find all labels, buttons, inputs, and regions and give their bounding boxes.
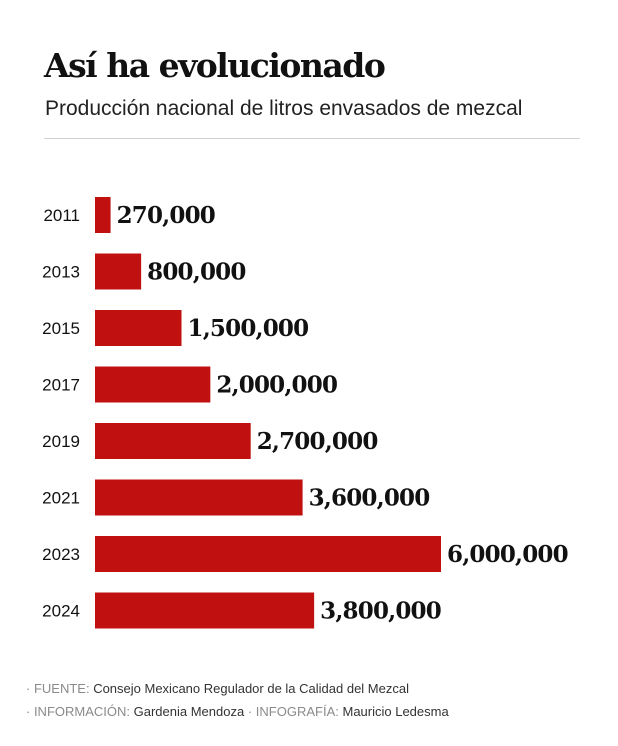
chart-subtitle: Producción nacional de litros envasados …	[45, 97, 523, 120]
value-label-2011: 270,000	[117, 202, 215, 229]
bar-2023	[95, 536, 441, 572]
bar-2021	[95, 479, 303, 516]
source-value: Consejo Mexicano Regulador de la Calidad…	[93, 681, 409, 696]
bar-2017	[95, 366, 211, 403]
chart-title: Así ha evolucionado	[44, 46, 386, 85]
bar-2024	[95, 592, 315, 629]
footer-source: · FUENTE: Consejo Mexicano Regulador de …	[26, 680, 409, 698]
bar-2013	[95, 253, 142, 290]
info-key: · INFORMACIÓN:	[26, 704, 130, 719]
bar-chart: 2011 270,000 2013 800,000 2015 1,500,000 2017 2…	[42, 197, 569, 629]
value-label-2013: 800,000	[147, 259, 245, 286]
category-label-2015: 2015	[42, 319, 80, 338]
value-label-2019: 2,700,000	[257, 428, 378, 455]
category-label-2024: 2024	[42, 602, 80, 621]
value-label-2017: 2,000,000	[216, 372, 337, 399]
category-label-2021: 2021	[42, 489, 80, 508]
source-key: · FUENTE:	[26, 681, 90, 696]
value-label-2023: 6,000,000	[447, 541, 568, 568]
graphics-key: INFOGRAFÍA:	[255, 704, 339, 719]
bar-2015	[95, 310, 182, 346]
info-value: Gardenia Mendoza	[133, 704, 245, 719]
credit-separator: ·	[247, 704, 253, 719]
value-label-2015: 1,500,000	[188, 315, 309, 342]
category-label-2017: 2017	[42, 376, 80, 395]
category-label-2019: 2019	[42, 432, 80, 451]
bar-2011	[95, 197, 111, 233]
category-label-2011: 2011	[43, 206, 80, 225]
category-label-2013: 2013	[42, 263, 80, 282]
title-divider	[44, 138, 580, 139]
value-label-2021: 3,600,000	[309, 485, 430, 512]
bar-2019	[95, 423, 251, 459]
footer-credits: · INFORMACIÓN: Gardenia Mendoza · INFOGR…	[26, 703, 449, 721]
value-label-2024: 3,800,000	[320, 598, 441, 625]
category-label-2023: 2023	[42, 545, 80, 564]
graphics-value: Mauricio Ledesma	[342, 704, 449, 719]
